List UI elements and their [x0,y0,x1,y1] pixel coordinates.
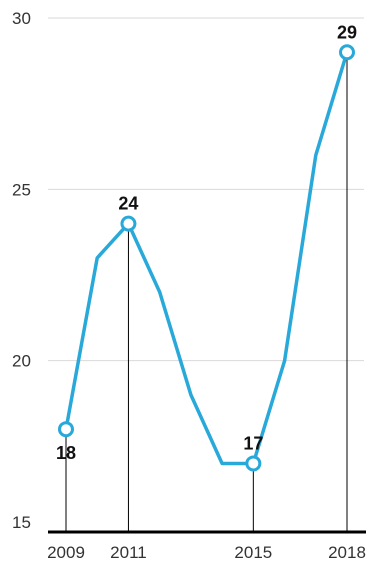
point-marker-2018 [339,44,355,61]
x-tick-label-2011: 2011 [110,543,147,562]
y-tick-label-15: 15 [12,513,31,532]
point-marker-2015 [245,455,262,472]
x-tick-label-2009: 2009 [47,543,85,562]
point-marker-2009 [58,421,74,438]
y-tick-label-20: 20 [12,352,31,371]
point-marker-2011 [120,215,137,232]
data-label-2011: 24 [118,194,138,214]
series-line [64,50,349,466]
y-tick-label-25: 25 [12,180,31,199]
data-label-2015: 17 [243,433,263,453]
x-tick-label-2018: 2018 [328,543,366,562]
data-label-2018: 29 [337,22,357,42]
data-label-2009: 18 [56,443,76,463]
y-tick-label-30: 30 [12,9,31,28]
x-tick-label-2015: 2015 [234,543,272,562]
